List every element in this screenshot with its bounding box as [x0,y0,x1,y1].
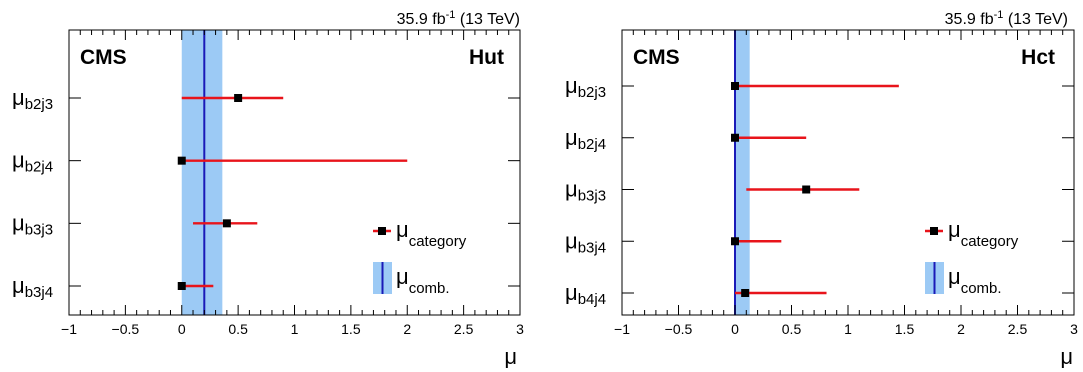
panel-hut: 35.9 fb-1 (13 TeV) CMS Hut μ −1 −0.5 0 0.5 1… [12,9,524,369]
x-tick-label: 0 [178,321,186,337]
plot-frame [68,29,521,316]
x-tick-label: −0.5 [665,321,693,337]
x-axis-label: μ [1060,344,1073,369]
x-tick-label: 1.5 [341,321,361,337]
legend-label: μcomb. [948,264,1002,297]
data-point [802,185,811,194]
category-label: μb3j3 [565,177,606,205]
category-label: μb4j4 [565,280,606,308]
combined-band [181,30,223,315]
legend: μcategory μcomb. [373,217,467,297]
x-tick-label: −1 [61,321,77,337]
x-tick-label: 1 [844,321,852,337]
category-label: μb3j4 [565,228,606,256]
luminosity-label: 35.9 fb-1 (13 TeV) [397,9,520,28]
legend-point-swatch [378,227,386,235]
x-tick-label: 1 [291,321,299,337]
x-tick-label: −0.5 [112,321,140,337]
x-tick-label: 2 [403,321,411,337]
legend-label: μcategory [948,217,1019,250]
legend-label: μcomb. [396,264,450,297]
data-point [234,94,243,102]
category-label: μb2j3 [12,85,53,113]
data-point [177,282,186,290]
luminosity-label: 35.9 fb-1 (13 TeV) [945,9,1068,28]
x-tick-label: 0.5 [228,321,248,337]
panel-hct: 35.9 fb-1 (13 TeV) CMS Hct μ −1 −0.5 0 0.5 1… [565,9,1078,369]
data-point [731,133,739,142]
x-tick-label: 2 [957,321,965,337]
data-point [731,82,739,90]
x-tick-label: 2.5 [1008,321,1028,337]
x-tick-label: 2.5 [454,321,474,337]
x-tick-label: 1.5 [895,321,915,337]
category-label: μb2j4 [565,125,606,153]
category-label: μb3j4 [12,273,53,301]
x-tick-label: 0 [731,321,739,337]
plot-frame [621,29,1075,316]
process-label: Hut [469,46,504,69]
x-axis-label: μ [504,344,517,369]
legend-label: μcategory [396,217,467,250]
legend-point-swatch [930,227,938,235]
legend: μcategory μcomb. [925,217,1019,297]
x-tick-label: 3 [1070,321,1078,337]
x-tick-label: −1 [614,321,630,337]
experiment-label: CMS [80,46,127,69]
category-label: μb2j3 [565,73,606,101]
data-point [177,156,186,165]
x-tick-label: 0.5 [782,321,802,337]
data-point [222,219,231,228]
x-tick-label: 3 [516,321,524,337]
category-label: μb3j3 [12,210,53,238]
process-label: Hct [1021,46,1055,69]
data-point [741,289,750,297]
category-label: μb2j4 [12,148,53,176]
data-point [731,237,739,246]
combined-band [735,30,750,315]
experiment-label: CMS [633,46,680,69]
